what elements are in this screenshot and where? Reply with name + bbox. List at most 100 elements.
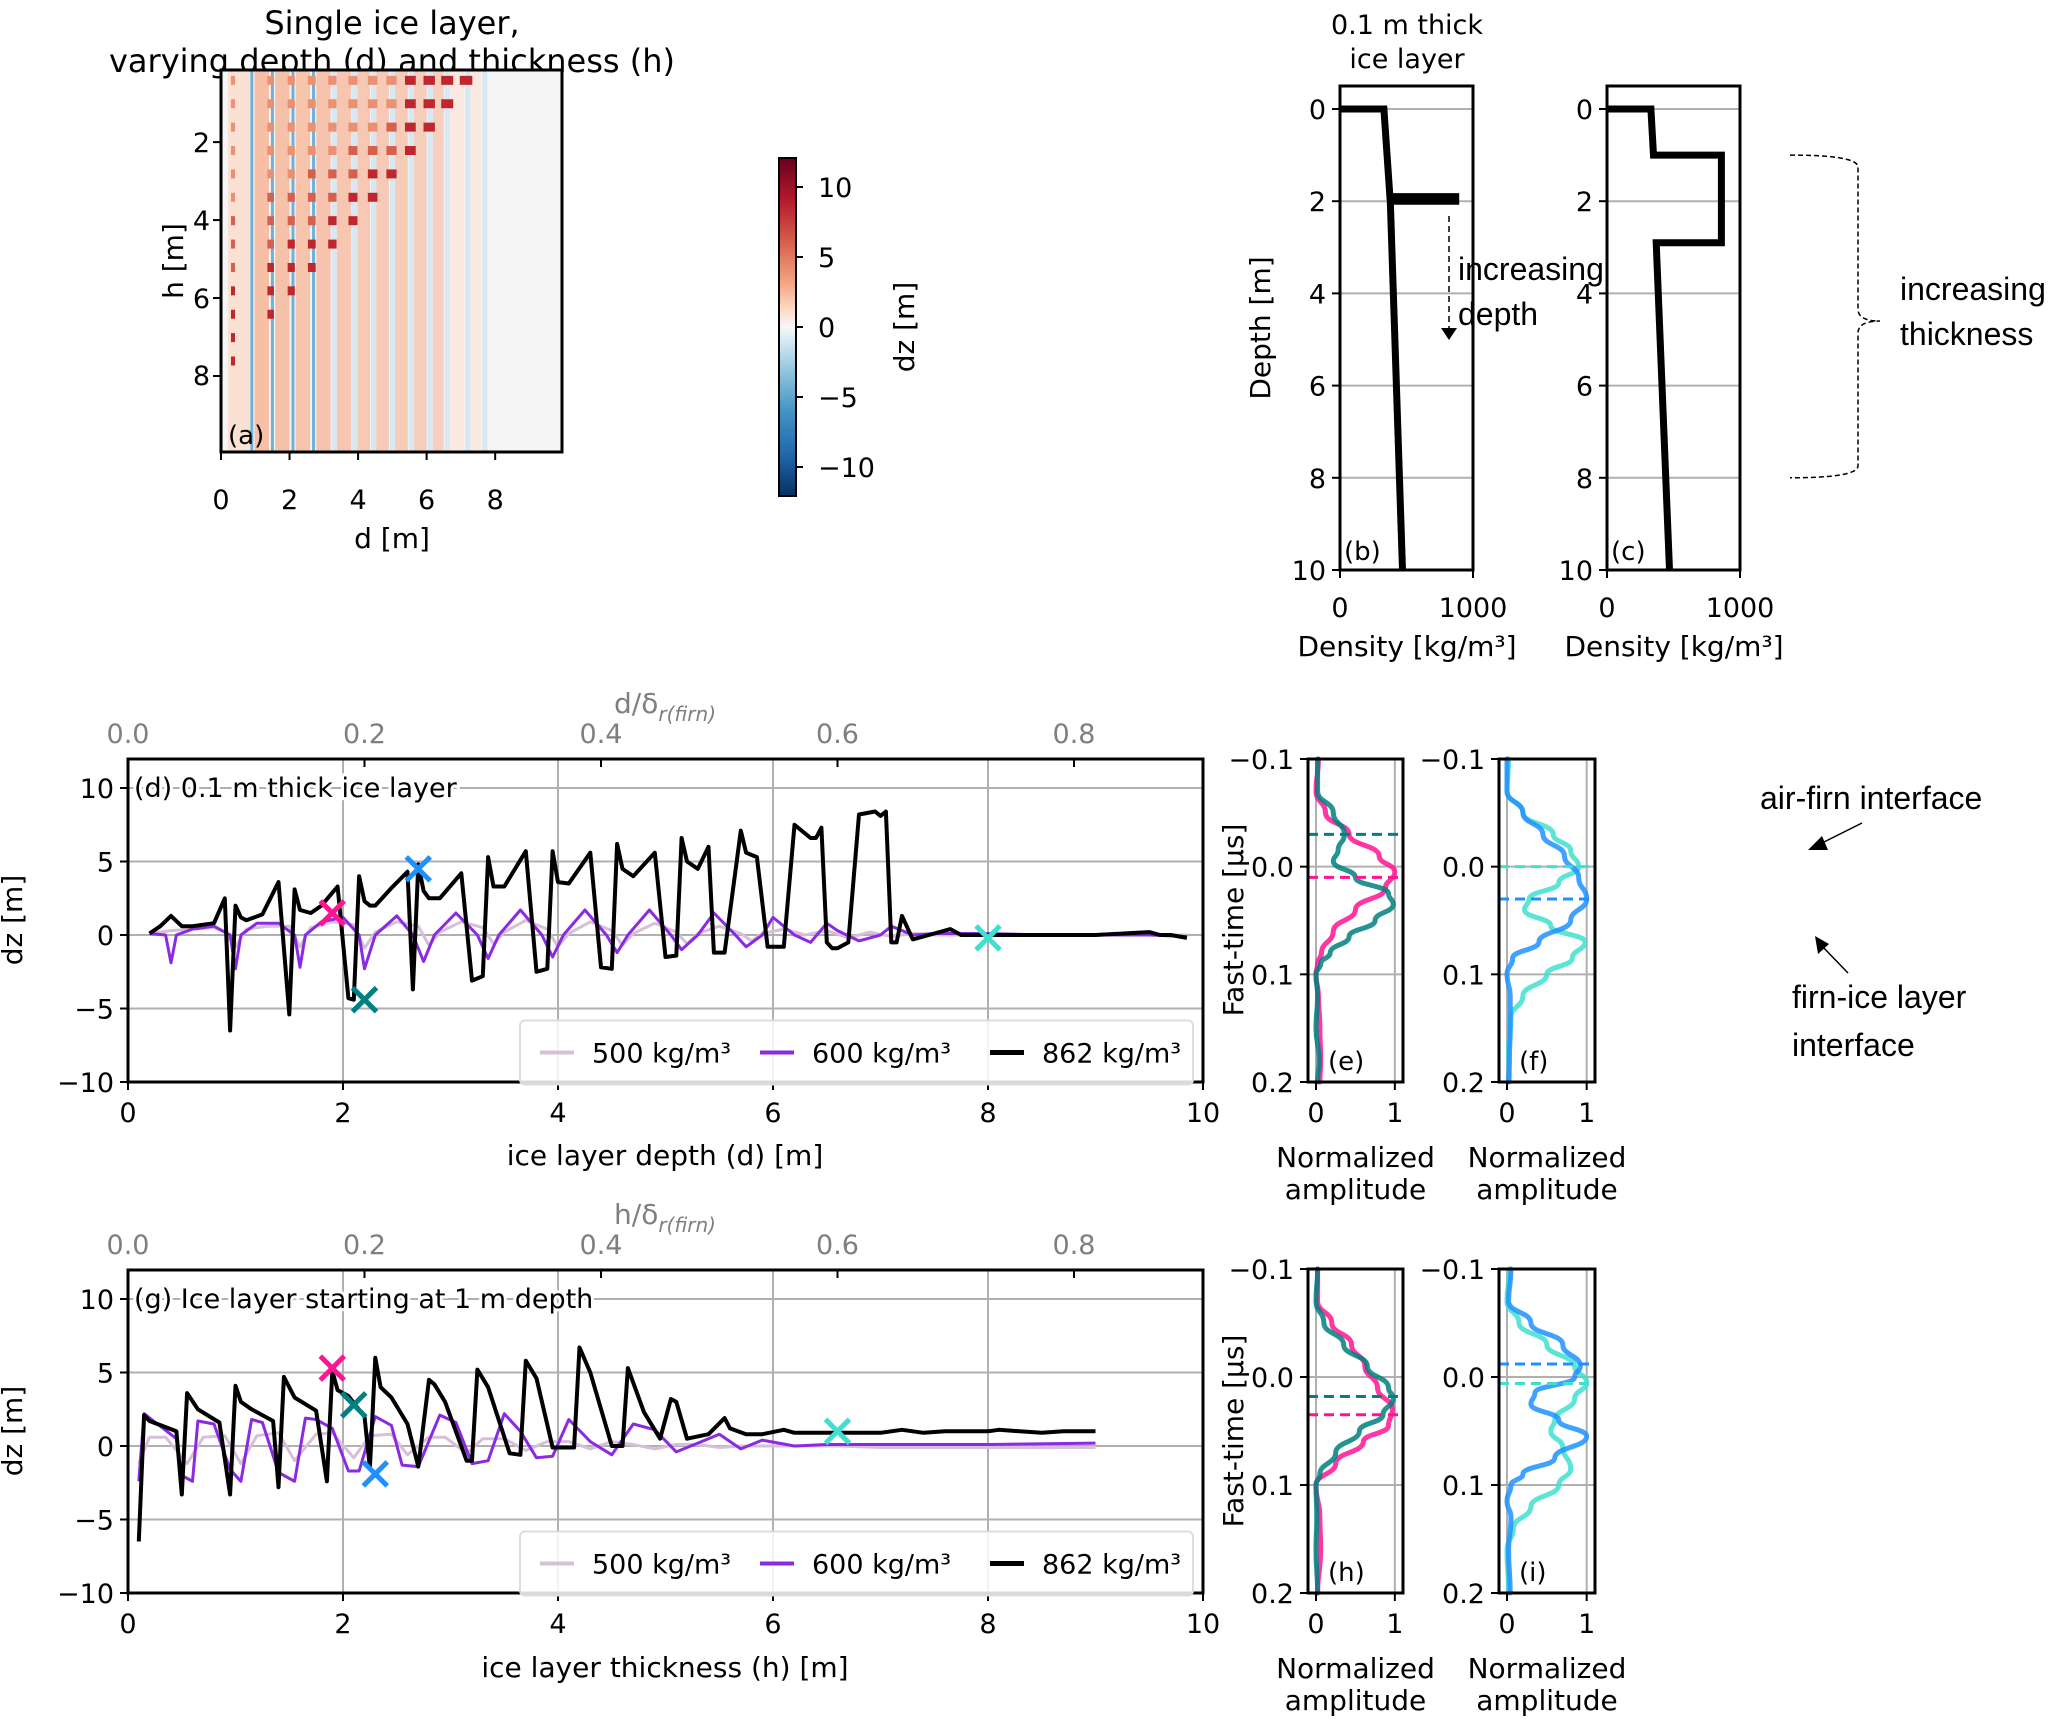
panel-a-ylabel: h [m] xyxy=(157,223,190,299)
heatmap-block xyxy=(328,99,337,109)
heatmap-stripe xyxy=(389,70,395,452)
xtick-label: 10 xyxy=(1186,1098,1220,1129)
ytick-label: 0.2 xyxy=(1442,1579,1485,1610)
annotation-increasing-depth-line2: depth xyxy=(1458,296,1538,332)
heatmap-band xyxy=(275,70,290,452)
panel-b-density-profile xyxy=(1340,105,1460,571)
top-xtick-label: 0.0 xyxy=(107,719,150,750)
heatmap-block xyxy=(404,122,416,132)
heatmap-stripe xyxy=(352,70,358,452)
heatmap-block xyxy=(230,333,235,343)
heatmap-block xyxy=(267,169,274,179)
top-xtick-label: 0.0 xyxy=(107,1230,150,1261)
panel-f-label: (f) xyxy=(1519,1047,1548,1077)
heatmap-block xyxy=(230,99,235,109)
xlabel-line2: amplitude xyxy=(1476,1173,1618,1206)
ytick-label: 0.2 xyxy=(1251,1579,1294,1610)
heatmap-block xyxy=(386,99,397,109)
heatmap-band xyxy=(254,70,269,452)
panel-a-xtick: 2 xyxy=(281,485,298,516)
ytick-label: −5 xyxy=(74,1506,114,1537)
marker-x-turquoise xyxy=(823,1417,852,1446)
heatmap-block xyxy=(367,146,378,156)
panel-e-ylabel: Fast-time [μs] xyxy=(1217,824,1250,1017)
panel-a-ticks xyxy=(213,141,497,460)
xtick-label: 0 xyxy=(1307,1609,1324,1640)
heatmap-block xyxy=(348,146,358,156)
heatmap-block xyxy=(287,192,295,202)
heatmap-block xyxy=(328,169,337,179)
heatmap-block xyxy=(307,122,316,132)
colorbar-ticks xyxy=(796,186,803,468)
waveform-turquoise xyxy=(1504,756,1588,1085)
heatmap-block xyxy=(287,286,295,296)
waveform-blue xyxy=(1504,1266,1590,1596)
panel-f-frame xyxy=(1497,757,1597,1084)
legend-entry: 862 kg/m³ xyxy=(990,1550,1181,1581)
heatmap-block xyxy=(267,239,274,249)
heatmap-band xyxy=(316,70,331,452)
heatmap-block xyxy=(459,75,473,85)
panel-a-frame xyxy=(219,68,564,454)
legend-box xyxy=(519,1019,1194,1086)
panel-a-xlabel: d [m] xyxy=(354,522,430,555)
annotation-firn-ice-line1: firn-ice layer xyxy=(1792,979,1967,1015)
panel-a-xtick: 8 xyxy=(487,485,504,516)
heatmap-block xyxy=(307,75,316,85)
panel-b-ylabel: Depth [m] xyxy=(1244,256,1277,399)
ytick-label: 10 xyxy=(1559,556,1593,587)
panel-e-frame xyxy=(1306,757,1405,1084)
xlabel-line1: Normalized xyxy=(1468,1141,1627,1174)
heatmap-block xyxy=(441,75,454,85)
ytick-label: −10 xyxy=(57,1579,114,1610)
heatmap-stripe xyxy=(408,70,414,452)
annotation-air-firn-interface: air-firn interface xyxy=(1760,780,1982,816)
xtick-label: 2 xyxy=(334,1609,351,1640)
ytick-label: 5 xyxy=(97,848,114,879)
heatmap-band xyxy=(449,70,465,452)
panel-d-top-xlabel: d/δr(firn) xyxy=(614,687,716,726)
legend-label: 500 kg/m³ xyxy=(592,1039,731,1070)
heatmap-block xyxy=(230,216,235,226)
top-xtick-label: 0.8 xyxy=(1053,719,1096,750)
heatmap-block xyxy=(307,239,316,249)
panel-b-label: (b) xyxy=(1344,537,1381,567)
panel-g-ylabel: dz [m] xyxy=(0,1386,29,1477)
heatmap-block xyxy=(287,262,295,272)
heatmap-block xyxy=(287,99,295,109)
ytick-label: 0.2 xyxy=(1442,1068,1485,1099)
heatmap-block xyxy=(367,192,378,202)
ytick-label: 0 xyxy=(1576,95,1593,126)
marker-stroke xyxy=(361,1460,390,1488)
heatmap-block xyxy=(348,169,358,179)
panel-e-label: (e) xyxy=(1328,1047,1364,1077)
xlabel-line1: Normalized xyxy=(1276,1141,1435,1174)
xlabel-line2: amplitude xyxy=(1476,1684,1618,1717)
firn-ice-arrow xyxy=(1819,943,1849,974)
heatmap-block xyxy=(287,169,295,179)
panel-g-series xyxy=(136,1345,1096,1542)
ytick-label: 6 xyxy=(1576,372,1593,403)
heatmap-stripe xyxy=(250,70,254,452)
heatmap-block xyxy=(307,146,316,156)
heatmap-band xyxy=(395,70,408,452)
ytick-label: 2 xyxy=(1576,187,1593,218)
heatmap-block xyxy=(423,122,435,132)
waveform-teal xyxy=(1313,756,1396,1085)
colorbar xyxy=(778,157,797,497)
marker-stroke xyxy=(339,1391,368,1419)
heatmap xyxy=(221,70,562,452)
panel-d-label: (d) 0.1 m thick ice layer xyxy=(134,773,458,804)
panel-d: 0 2 4 6 8 10 10 5 0 −5 −10 0.0 0.2 0.4 0.6 0.8 (d) 0.1 … xyxy=(0,687,1220,1172)
ytick-label: 0.1 xyxy=(1251,1471,1294,1502)
heatmap-block xyxy=(267,216,274,226)
heatmap-block xyxy=(404,99,416,109)
heatmap-block xyxy=(230,169,235,179)
panel-b-xtick: 1000 xyxy=(1439,593,1508,624)
panel-h-frame xyxy=(1306,1267,1405,1595)
legend-label: 500 kg/m³ xyxy=(592,1550,731,1581)
heatmap-block xyxy=(230,262,235,272)
ytick-label: −0.1 xyxy=(1228,1255,1294,1286)
panel-a-ytick: 4 xyxy=(193,206,210,237)
